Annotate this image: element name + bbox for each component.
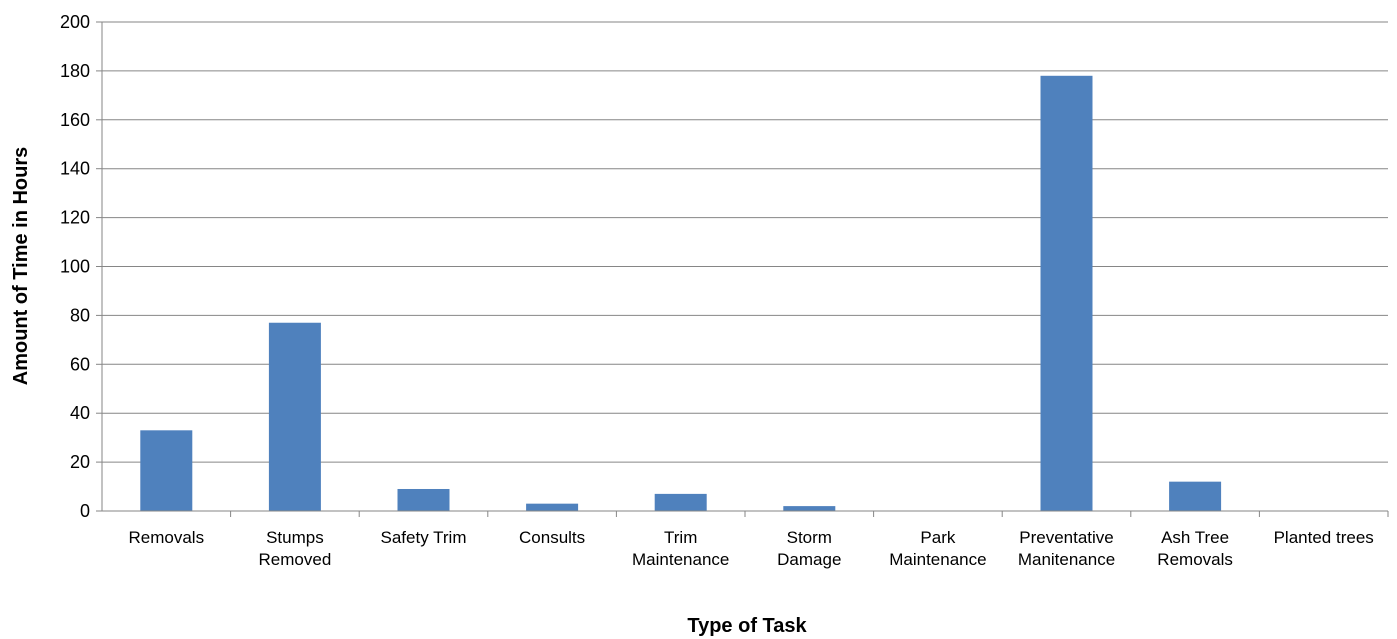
y-tick-label: 0 xyxy=(80,501,90,521)
y-axis-title: Amount of Time in Hours xyxy=(10,147,32,386)
x-tick-label-line: Removals xyxy=(129,528,205,547)
bar xyxy=(654,493,707,511)
x-tick-label-line: Ash Tree xyxy=(1161,528,1229,547)
x-tick-label: Trim Maintenance xyxy=(632,528,729,569)
bar xyxy=(783,506,836,511)
x-tick-label-line: Safety Trim xyxy=(381,528,467,547)
y-tick-label: 100 xyxy=(60,257,90,277)
x-tick-label-line: Preventative xyxy=(1019,528,1114,547)
x-tick-label: Ash Tree Removals xyxy=(1157,528,1233,569)
x-tick-labels: Removals Stumps Removed Safety Trim Consults… xyxy=(129,528,1374,569)
x-tick-label-line: Trim xyxy=(664,528,697,547)
bar xyxy=(526,503,579,511)
x-tick-label-line: Manitenance xyxy=(1018,550,1115,569)
x-tick-label-line: Planted trees xyxy=(1274,528,1374,547)
bars xyxy=(140,75,1222,511)
y-tick-label: 160 xyxy=(60,110,90,130)
x-tick-label: Park Maintenance xyxy=(889,528,986,569)
bar xyxy=(140,430,193,511)
y-tick-label: 180 xyxy=(60,61,90,81)
x-tick-label: Consults xyxy=(519,528,585,547)
x-tick-label: Planted trees xyxy=(1274,528,1374,547)
bar xyxy=(268,322,321,511)
x-tick-label-line: Consults xyxy=(519,528,585,547)
x-tick-label: Preventative Manitenance xyxy=(1018,528,1115,569)
y-tick-label: 140 xyxy=(60,159,90,179)
bar xyxy=(1169,481,1222,511)
y-tick-label: 120 xyxy=(60,208,90,228)
x-tick-label-line: Removed xyxy=(259,550,332,569)
y-tick-labels: 0 20 40 60 80 100 120 140 160 180 200 xyxy=(60,12,90,521)
y-tick-label: 20 xyxy=(70,452,90,472)
y-tick-label: 60 xyxy=(70,354,90,374)
axes xyxy=(101,22,1388,512)
y-tick-label: 80 xyxy=(70,305,90,325)
x-tick-label-line: Park xyxy=(920,528,955,547)
x-axis-title: Type of Task xyxy=(687,615,807,637)
bar xyxy=(397,488,450,511)
x-tick-label: Storm Damage xyxy=(777,528,841,569)
x-tick-label-line: Maintenance xyxy=(632,550,729,569)
x-tick-label: Removals xyxy=(129,528,205,547)
x-tick-label-line: Removals xyxy=(1157,550,1233,569)
bar xyxy=(1040,75,1093,511)
x-tick-label-line: Storm xyxy=(787,528,832,547)
y-tick-label: 200 xyxy=(60,12,90,32)
x-tick-label: Safety Trim xyxy=(381,528,467,547)
x-tick-label-line: Maintenance xyxy=(889,550,986,569)
x-tick-label-line: Damage xyxy=(777,550,841,569)
x-tick-label-line: Stumps xyxy=(266,528,324,547)
y-tick-label: 40 xyxy=(70,403,90,423)
x-tick-label: Stumps Removed xyxy=(259,528,332,569)
